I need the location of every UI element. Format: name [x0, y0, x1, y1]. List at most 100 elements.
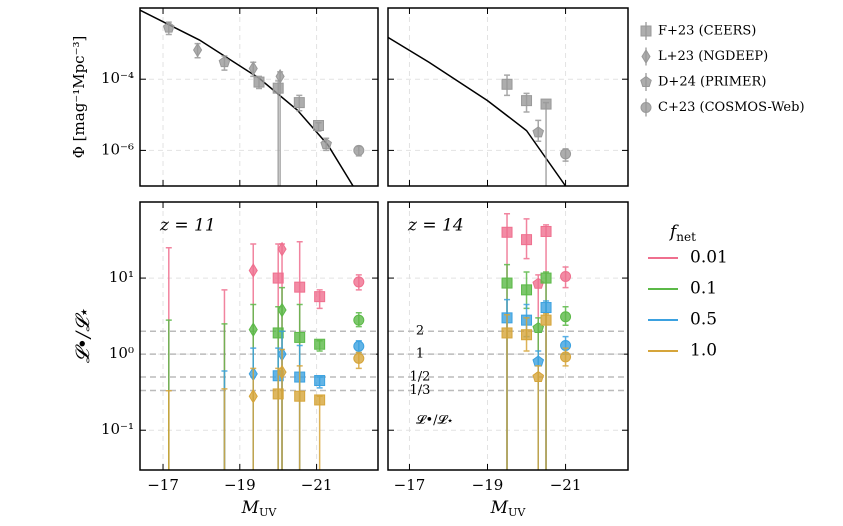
marker: [532, 355, 545, 367]
error-bar: [316, 395, 323, 470]
marker: [540, 314, 552, 326]
legend-marker: [640, 102, 652, 113]
x-tick-label: −17: [147, 476, 179, 494]
marker: [560, 351, 572, 363]
legend-label: 1.0: [690, 341, 717, 361]
marker: [294, 331, 306, 343]
error-bar: [250, 367, 257, 470]
marker: [277, 241, 287, 257]
x-tick-label: −21: [550, 476, 582, 494]
y-tick-label: 10⁻⁶: [101, 140, 134, 158]
x-tick-label: −19: [472, 476, 504, 494]
marker: [314, 394, 326, 406]
marker: [275, 68, 285, 84]
marker: [294, 281, 306, 293]
marker: [540, 225, 552, 237]
error-bar: [296, 365, 303, 470]
legend-label: 0.5: [690, 310, 717, 330]
x-axis-label: MUV: [241, 498, 278, 520]
x-axis-label-sub: UV: [259, 506, 277, 519]
x-tick-label: −19: [224, 476, 256, 494]
marker: [248, 61, 258, 76]
error-bar: [543, 312, 550, 470]
x-axis-label: MUV: [490, 498, 527, 520]
legend-title-main: f: [668, 222, 679, 242]
marker: [540, 302, 552, 314]
model-curve: [388, 36, 567, 186]
marker: [272, 327, 284, 339]
marker: [501, 226, 513, 238]
marker: [560, 148, 572, 160]
marker: [314, 291, 326, 303]
marker: [248, 322, 258, 338]
marker: [253, 76, 265, 88]
x-axis-label-main: M: [490, 498, 509, 518]
error-bar: [543, 101, 550, 186]
legend-marker: [640, 25, 652, 37]
marker: [218, 56, 231, 68]
x-axis-label-main: M: [241, 498, 260, 518]
legend-marker: [641, 49, 651, 64]
legend-label: F+23 (CEERS): [658, 24, 756, 39]
legend-label: 0.01: [690, 248, 728, 268]
legend-label: C+23 (COSMOS-Web): [658, 100, 805, 115]
marker: [540, 272, 552, 284]
x-tick-label: −17: [394, 476, 426, 494]
panel-label: z = 11: [159, 216, 216, 236]
error-bar: [221, 388, 228, 470]
marker: [313, 120, 324, 132]
x-axis-label-sub: UV: [508, 506, 526, 519]
marker: [162, 21, 175, 33]
marker: [560, 270, 572, 282]
reference-label: 1/2: [410, 370, 431, 385]
legend-label: 0.1: [690, 279, 717, 299]
reference-label: 2: [416, 324, 424, 339]
marker: [248, 388, 258, 404]
legend-label: L+23 (NGDEEP): [658, 49, 768, 64]
marker: [192, 42, 203, 58]
marker: [314, 375, 326, 387]
legend-title: fnet: [668, 222, 696, 244]
y-tick-label: 10⁰: [109, 344, 134, 362]
marker: [272, 82, 284, 94]
marker: [272, 272, 284, 284]
reference-label: 1/3: [410, 383, 431, 398]
marker: [501, 277, 513, 289]
marker: [521, 284, 533, 296]
panel-frame: [139, 201, 379, 471]
marker: [294, 390, 306, 402]
marker: [277, 302, 287, 318]
marker: [521, 95, 533, 107]
marker: [353, 340, 365, 352]
panel-frame: [387, 201, 629, 471]
x-tick-label: −21: [301, 476, 333, 494]
marker: [532, 126, 545, 138]
marker: [320, 138, 332, 150]
y-tick-label: 10¹: [109, 268, 134, 286]
reference-note: 𝓛•/𝓛⋆: [416, 413, 453, 428]
y-tick-label: 10⁻⁴: [101, 69, 134, 87]
legend-title-sub: net: [676, 230, 696, 244]
marker: [521, 234, 533, 246]
model-curve: [140, 9, 354, 186]
marker: [353, 144, 365, 156]
error-bar: [504, 313, 511, 470]
marker: [293, 97, 305, 109]
y-axis-label: Φ [mag⁻¹Mpc⁻³]: [70, 36, 88, 159]
y-tick-label: 10⁻¹: [101, 420, 134, 438]
panel-frame: [139, 7, 379, 187]
marker: [501, 78, 513, 90]
panel-frame: [387, 7, 629, 187]
marker: [277, 364, 287, 380]
marker: [353, 314, 365, 326]
marker: [314, 338, 326, 350]
marker: [248, 262, 258, 278]
marker: [353, 352, 365, 364]
marker: [272, 388, 284, 400]
panel-label: z = 14: [407, 216, 464, 236]
marker: [501, 327, 513, 339]
marker: [560, 311, 572, 323]
error-bar: [275, 367, 282, 470]
error-bar: [535, 365, 542, 470]
